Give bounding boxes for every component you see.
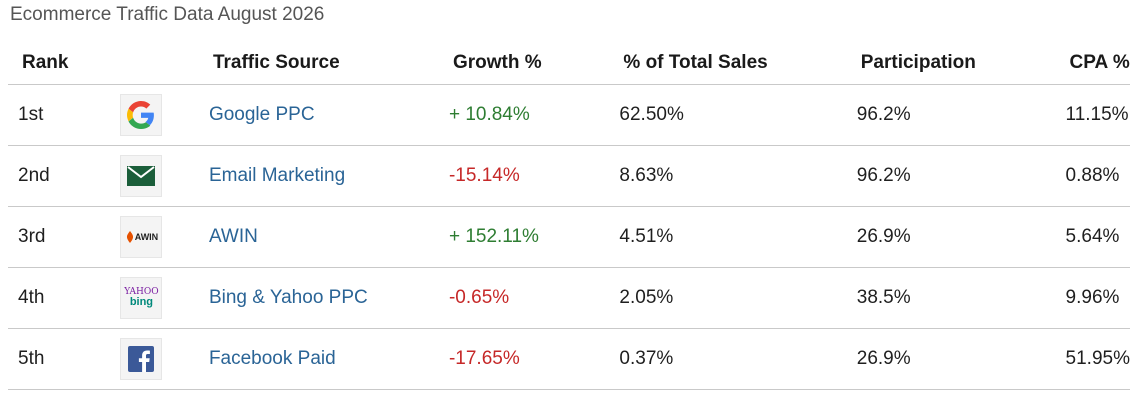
rank-cell: 5th (8, 328, 107, 390)
rank-cell: 1st (8, 84, 107, 146)
growth-cell: + 10.84% (438, 84, 610, 146)
table-row: 1st Google PPC + 10.84% 62.50% 96.2% 11.… (8, 84, 1130, 146)
table-caption: Ecommerce Traffic Data August 2026 (10, 4, 325, 25)
sales-cell: 8.63% (609, 145, 847, 207)
traffic-source-link[interactable]: Google PPC (208, 104, 315, 125)
growth-cell: -0.65% (438, 267, 610, 329)
sales-cell: 62.50% (609, 84, 847, 146)
table-row: 2nd Email Marketing -15.14% 8.63% 96.2% … (8, 145, 1130, 207)
traffic-source-link[interactable]: Email Marketing (208, 165, 346, 186)
table-row: 5th Facebook Paid -17.65% 0.37% 26.9% 51… (8, 328, 1130, 390)
cpa-cell: 9.96% (1055, 267, 1130, 329)
cpa-cell: 0.88% (1055, 145, 1130, 207)
awin-logo-icon: AWIN (120, 216, 163, 258)
header-rank: Rank (8, 42, 107, 85)
cpa-cell: 11.15% (1055, 84, 1130, 146)
cpa-cell: 51.95% (1055, 328, 1130, 390)
cpa-cell: 5.64% (1055, 206, 1130, 268)
rank-cell: 3rd (8, 206, 107, 268)
bing-yahoo-logo-icon: YAHOO bing (120, 277, 163, 319)
participation-cell: 26.9% (846, 328, 1056, 390)
traffic-source-link[interactable]: AWIN (208, 226, 258, 247)
header-logo (106, 42, 199, 85)
table-header-row: Rank Traffic Source Growth % % of Total … (8, 42, 1130, 85)
rank-cell: 2nd (8, 145, 107, 207)
header-sales: % of Total Sales (609, 42, 847, 85)
growth-cell: -15.14% (438, 145, 610, 207)
growth-cell: -17.65% (438, 328, 610, 390)
traffic-source-link[interactable]: Facebook Paid (208, 348, 336, 369)
table-row: 3rd AWIN AWIN + 152.11% 4.51% 26.9% 5.64… (8, 206, 1130, 268)
facebook-logo-icon (120, 338, 163, 380)
growth-cell: + 152.11% (438, 206, 610, 268)
traffic-table: Rank Traffic Source Growth % % of Total … (8, 42, 1130, 390)
table-row: 4th YAHOO bing Bing & Yahoo PPC -0.65% 2… (8, 267, 1130, 329)
envelope-icon (120, 155, 163, 197)
google-logo-icon (120, 94, 163, 136)
header-participation: Participation (846, 42, 1056, 85)
traffic-source-link[interactable]: Bing & Yahoo PPC (208, 287, 368, 308)
participation-cell: 96.2% (846, 145, 1056, 207)
participation-cell: 38.5% (846, 267, 1056, 329)
header-cpa: CPA % (1055, 42, 1130, 85)
header-growth: Growth % (438, 42, 610, 85)
participation-cell: 26.9% (846, 206, 1056, 268)
sales-cell: 4.51% (609, 206, 847, 268)
sales-cell: 0.37% (609, 328, 847, 390)
sales-cell: 2.05% (609, 267, 847, 329)
participation-cell: 96.2% (846, 84, 1056, 146)
header-source: Traffic Source (198, 42, 439, 85)
rank-cell: 4th (8, 267, 107, 329)
